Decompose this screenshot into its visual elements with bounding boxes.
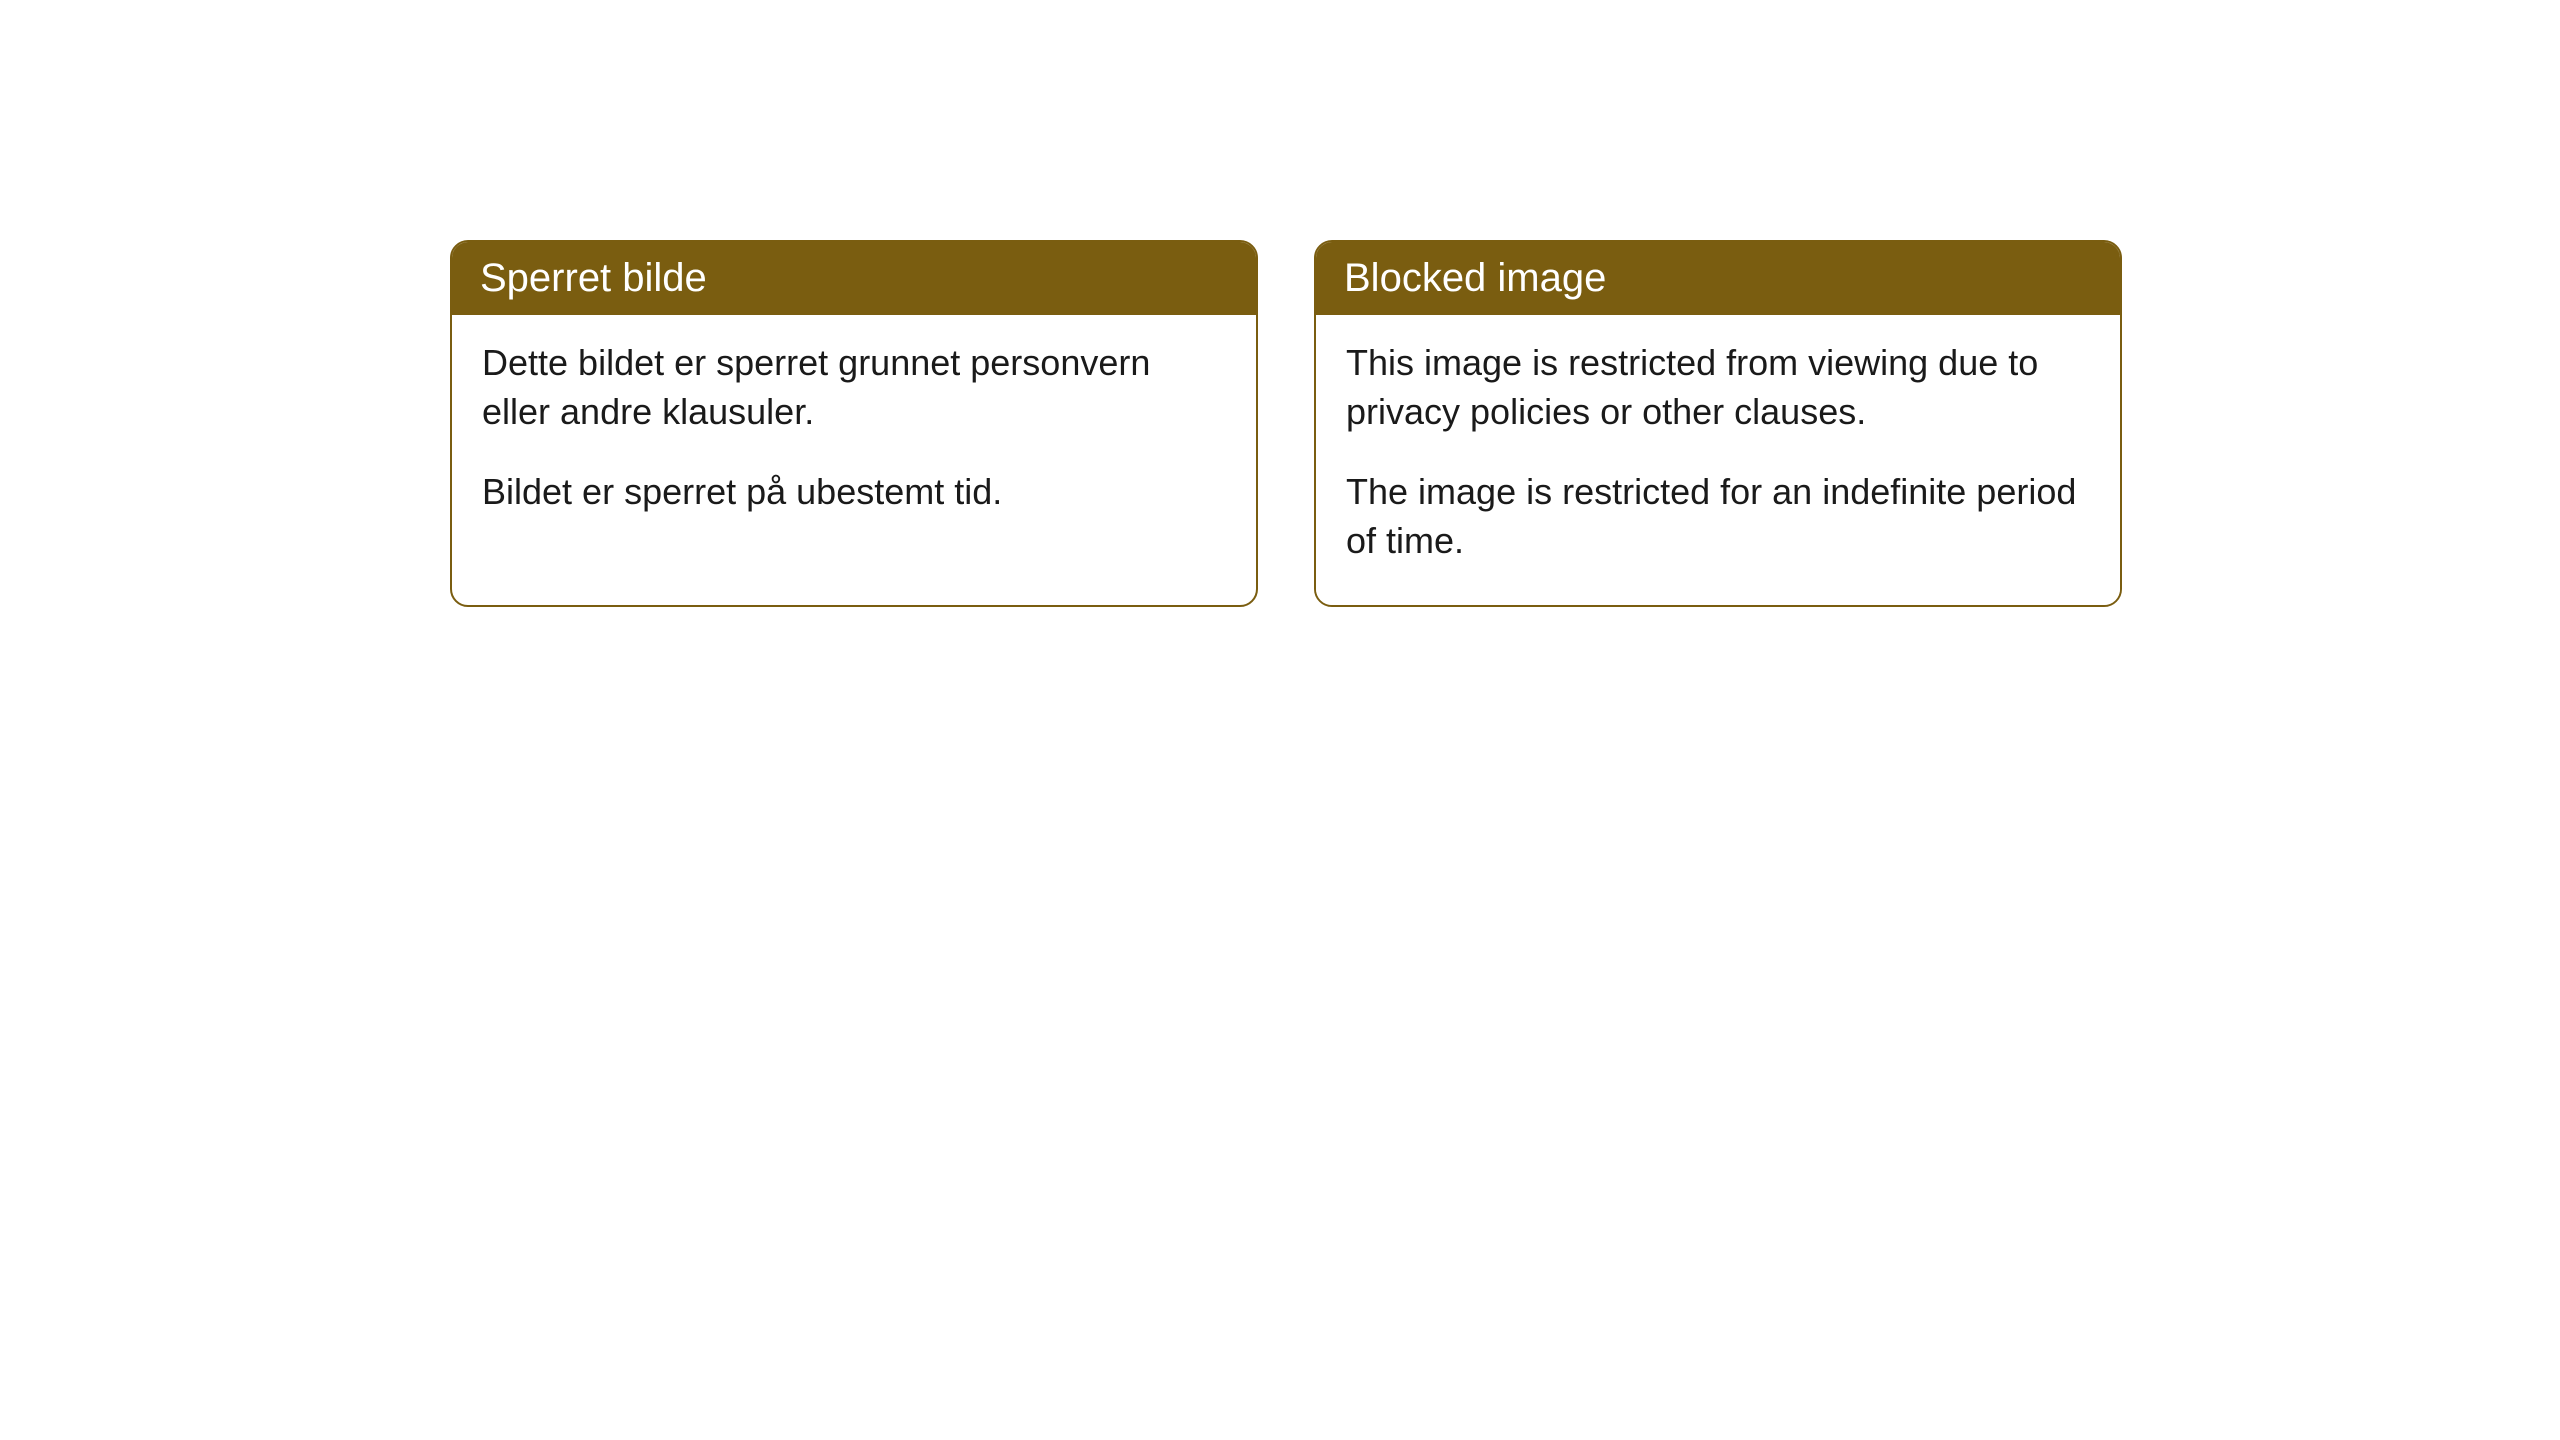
card-body: This image is restricted from viewing du… (1316, 315, 2120, 605)
card-header: Blocked image (1316, 242, 2120, 315)
card-paragraph-1: Dette bildet er sperret grunnet personve… (482, 339, 1226, 436)
card-paragraph-2: Bildet er sperret på ubestemt tid. (482, 468, 1226, 517)
card-paragraph-1: This image is restricted from viewing du… (1346, 339, 2090, 436)
notice-cards-container: Sperret bilde Dette bildet er sperret gr… (450, 240, 2560, 607)
card-paragraph-2: The image is restricted for an indefinit… (1346, 468, 2090, 565)
card-title: Sperret bilde (480, 256, 707, 300)
blocked-image-card-english: Blocked image This image is restricted f… (1314, 240, 2122, 607)
card-body: Dette bildet er sperret grunnet personve… (452, 315, 1256, 557)
card-header: Sperret bilde (452, 242, 1256, 315)
blocked-image-card-norwegian: Sperret bilde Dette bildet er sperret gr… (450, 240, 1258, 607)
card-title: Blocked image (1344, 256, 1606, 300)
